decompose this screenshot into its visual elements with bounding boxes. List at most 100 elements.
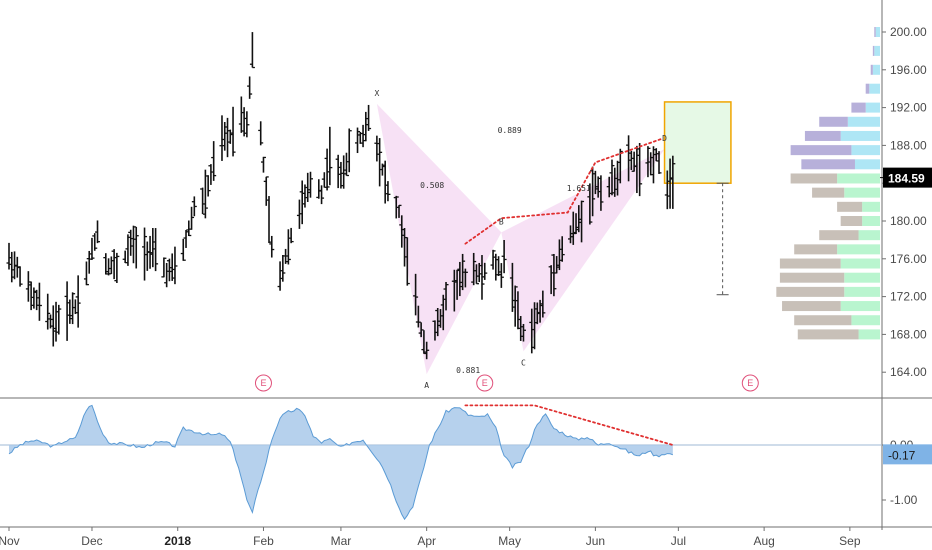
ohlc-bar (92, 233, 98, 251)
ohlc-bar (645, 146, 651, 178)
ohlc-bar (36, 282, 42, 321)
time-axis-tick: Dec (81, 534, 102, 548)
time-axis-tick: Sep (839, 534, 861, 548)
pattern-point-b: B (499, 217, 504, 226)
ohlc-bar (191, 196, 197, 217)
ohlc-bar (263, 176, 269, 206)
time-axis-tick: Aug (753, 534, 774, 548)
volume-profile-buy-bar (844, 272, 880, 283)
volume-profile-sell-bar (851, 102, 866, 113)
ohlc-bar (202, 169, 208, 219)
ohlc-bar (31, 287, 37, 309)
volume-profile-buy-bar (840, 301, 880, 312)
ohlc-bar (559, 236, 565, 262)
ohlc-bar (258, 121, 264, 146)
ohlc-bar (225, 117, 231, 158)
ohlc-bar (418, 322, 424, 338)
volume-profile-sell-bar (790, 145, 852, 156)
oscillator-axis-tick: -1.00 (890, 493, 918, 507)
ohlc-bar (473, 264, 479, 285)
pattern-point-a: A (424, 381, 429, 390)
ohlc-bar (150, 228, 156, 268)
ohlc-bar (366, 104, 372, 131)
ohlc-bar (128, 229, 134, 256)
ohlc-bar (106, 258, 112, 276)
ohlc-bar (142, 227, 148, 281)
volume-profile-sell-bar (797, 329, 859, 340)
price-axis-tick: 196.00 (890, 63, 927, 77)
volume-profile-buy-bar (872, 64, 880, 75)
ohlc-bar (338, 161, 344, 189)
ohlc-bar (346, 128, 352, 173)
ohlc-bar (404, 237, 410, 286)
ohlc-bar (12, 251, 18, 280)
pattern-point-d: D (662, 134, 667, 143)
ohlc-bar (482, 262, 488, 280)
ohlc-bar (490, 249, 496, 270)
volume-profile-sell-bar (840, 216, 863, 226)
earnings-label: E (747, 378, 753, 388)
ohlc-bar (83, 261, 89, 286)
ohlc-bar (363, 111, 369, 142)
time-axis-tick: 2018 (164, 534, 191, 548)
pattern-ratio-label: 1.651 (567, 184, 591, 193)
pattern-point-x: X (374, 89, 379, 98)
time-axis-tick: May (498, 534, 521, 548)
ohlc-bar (166, 258, 172, 282)
ohlc-bar (125, 234, 131, 266)
target-zone-box (663, 101, 732, 184)
ohlc-bar (598, 175, 604, 211)
volume-profile-buy-bar (837, 173, 880, 184)
earnings-label: E (482, 378, 488, 388)
oscillator-area (9, 405, 673, 520)
ohlc-bar (130, 225, 136, 264)
ohlc-bar (56, 304, 62, 335)
earnings-circle (254, 374, 272, 392)
ohlc-bar (75, 275, 81, 328)
ohlc-bar (111, 249, 117, 280)
oscillator-line (8, 404, 674, 521)
ohlc-bar (180, 238, 186, 261)
price-axis-tick: 168.00 (890, 327, 927, 341)
ohlc-bar (321, 172, 327, 188)
ohlc-bar (222, 122, 228, 151)
price-axis-tick: 176.00 (890, 252, 927, 266)
ohlc-bar (241, 107, 247, 137)
price-axis-tick: 172.00 (890, 290, 927, 304)
ohlc-bar (6, 242, 12, 270)
ohlc-bar (208, 164, 214, 185)
ohlc-bar (200, 187, 206, 215)
ohlc-bar (335, 154, 341, 189)
ohlc-bar (670, 155, 676, 209)
ohlc-bar (307, 171, 313, 198)
volume-profile-sell-bar (865, 83, 870, 94)
ohlc-bar (355, 127, 361, 154)
ohlc-bar (183, 230, 189, 248)
ohlc-bar (144, 241, 150, 271)
ohlc-bar (211, 141, 217, 181)
ohlc-bar (413, 273, 419, 316)
ohlc-bar (280, 254, 286, 282)
ohlc-bar (249, 32, 255, 69)
ohlc-bar (512, 285, 518, 327)
ohlc-bar (415, 305, 421, 328)
earnings-circle (476, 374, 494, 392)
ohlc-bar (656, 151, 662, 174)
volume-profile-buy-bar (862, 216, 880, 226)
pattern-ratio-label: 0.881 (456, 366, 480, 375)
volume-profile-sell-bar (819, 230, 859, 241)
ohlc-bar (493, 253, 499, 281)
time-axis-tick: Nov (0, 534, 20, 548)
ohlc-bar (587, 183, 593, 225)
earnings-marker: E (741, 374, 759, 392)
ohlc-bar (296, 199, 302, 229)
ohlc-bar (266, 196, 272, 244)
ohlc-bar (377, 138, 383, 187)
ohlc-bar (324, 148, 330, 191)
ohlc-bar (285, 229, 291, 265)
oscillator-last-badge (883, 444, 932, 465)
price-axis-tick: 180.00 (890, 214, 927, 228)
volume-profile-buy-bar (858, 329, 880, 340)
ohlc-bar (189, 206, 195, 230)
ohlc-bar (319, 185, 325, 205)
